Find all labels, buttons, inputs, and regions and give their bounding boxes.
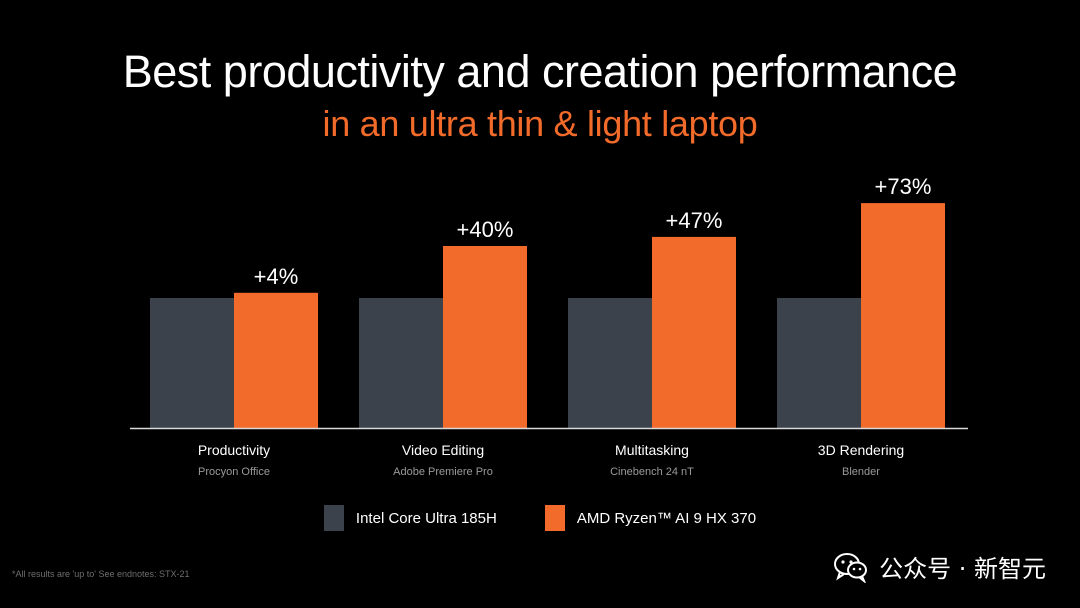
bar-intel-3 — [777, 298, 861, 428]
slide-title: Best productivity and creation performan… — [122, 46, 958, 97]
bar-intel-1 — [359, 298, 443, 428]
legend-item-amd: AMD Ryzen™ AI 9 HX 370 — [544, 505, 757, 531]
watermark-text: 公众号 · 新智元 — [879, 555, 1046, 583]
category-label-2: Multitasking — [615, 442, 689, 458]
subcategory-label-1: Adobe Premiere Pro — [393, 466, 493, 478]
data-label-0: +4% — [254, 264, 299, 289]
data-label-1: +40% — [457, 217, 514, 242]
subcategory-label-0: Procyon Office — [198, 466, 270, 478]
legend-label-amd: AMD Ryzen™ AI 9 HX 370 — [576, 509, 757, 527]
legend-swatch-amd — [544, 505, 565, 531]
wechat-icon — [834, 552, 868, 583]
subcategory-label-2: Cinebench 24 nT — [610, 466, 694, 478]
watermark: 公众号 · 新智元 — [833, 549, 1046, 584]
subcategory-label-3: Blender — [842, 466, 880, 478]
category-label-1: Video Editing — [402, 442, 484, 458]
data-label-3: +73% — [875, 174, 932, 199]
footnote: *All results are 'up to' See endnotes: S… — [12, 569, 190, 579]
category-label-0: Productivity — [198, 442, 270, 458]
category-label-3: 3D Rendering — [818, 442, 904, 458]
data-label-2: +47% — [666, 208, 723, 233]
bar-amd-0 — [234, 292, 318, 428]
legend-label-intel: Intel Core Ultra 185H — [355, 509, 497, 527]
legend-item-intel: Intel Core Ultra 185H — [323, 505, 497, 531]
bar-intel-0 — [150, 298, 234, 428]
bar-intel-2 — [568, 298, 652, 428]
bar-amd-3 — [861, 203, 945, 428]
chart-legend: Intel Core Ultra 185H AMD Ryzen™ AI 9 HX… — [0, 505, 1080, 531]
bar-amd-2 — [652, 236, 736, 428]
slide-subtitle: in an ultra thin & light laptop — [322, 103, 758, 144]
bar-amd-1 — [443, 246, 527, 428]
legend-swatch-intel — [323, 505, 344, 531]
